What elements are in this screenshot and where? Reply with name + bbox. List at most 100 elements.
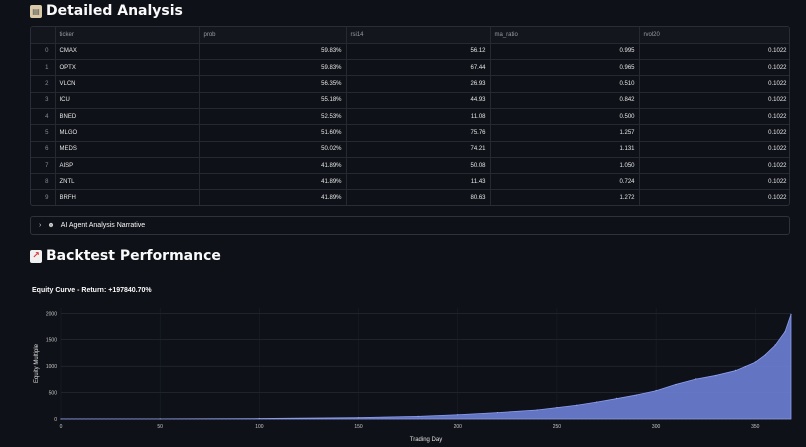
backtest-heading: ↗ Backtest Performance	[30, 248, 221, 264]
cell-ma-ratio: 1.257	[490, 124, 640, 142]
table-row[interactable]: 9 BRFH 41.89% 80.63 1.272 0.1022	[31, 189, 789, 205]
x-tick-label: 300	[652, 424, 661, 430]
table-row[interactable]: 6 MEDS 50.02% 74.21 1.131 0.1022	[31, 141, 789, 158]
equity-curve-chart[interactable]: 0 500 1000 1500 2000 0 50 100 150 200 250 300 350 Tra…	[0, 300, 806, 447]
cell-ma-ratio: 0.510	[490, 75, 640, 93]
chart-increasing-icon: ↗	[30, 249, 42, 263]
x-tick-label: 0	[60, 424, 63, 430]
cell-rsi14: 44.93	[346, 92, 491, 109]
data-point	[635, 394, 637, 396]
cell-ma-ratio: 0.842	[490, 92, 640, 109]
data-point	[615, 397, 618, 399]
data-point	[790, 313, 792, 315]
data-point	[357, 417, 360, 419]
cell-prob: 51.60%	[199, 124, 347, 142]
cell-rsi14: 80.63	[346, 189, 491, 205]
cell-prob: 50.02%	[199, 141, 347, 158]
table-row[interactable]: 2 VLCN 56.35% 26.93 0.510 0.1022	[31, 75, 789, 93]
cell-rsi14: 11.43	[346, 173, 491, 191]
cell-ticker: ICU	[55, 92, 200, 109]
data-point	[754, 361, 756, 363]
y-tick-label: 1000	[46, 364, 57, 370]
column-header-ma-ratio[interactable]: ma_ratio	[490, 27, 640, 44]
cell-prob: 52.53%	[199, 108, 347, 126]
cell-prob: 56.35%	[199, 75, 347, 93]
cell-ticker: VLCN	[55, 75, 200, 93]
column-header-index[interactable]	[31, 27, 56, 44]
table-row[interactable]: 7 AISP 41.89% 50.08 1.050 0.1022	[31, 157, 789, 175]
table-row[interactable]: 4 BNED 52.53% 11.08 0.500 0.1022	[31, 108, 789, 126]
cell-rvol20: 0.1022	[639, 157, 789, 175]
cell-ticker: CMAX	[55, 43, 200, 61]
cell-ticker: MLGO	[55, 124, 200, 142]
cell-ma-ratio: 1.131	[490, 141, 640, 158]
data-point	[417, 415, 419, 417]
cell-rsi14: 56.12	[346, 43, 491, 61]
x-tick-label: 50	[157, 424, 163, 430]
row-index: 9	[31, 189, 56, 205]
chevron-right-icon: ›	[39, 222, 42, 229]
data-point	[496, 412, 499, 414]
data-point	[536, 409, 538, 411]
cell-ma-ratio: 1.272	[490, 189, 640, 205]
y-axis-label: Equity Multiple	[34, 343, 40, 383]
column-header-rvol20[interactable]: rvol20	[639, 27, 789, 44]
cell-ma-ratio: 1.050	[490, 157, 640, 175]
cell-prob: 41.89%	[199, 173, 347, 191]
detailed-analysis-heading: ▤ Detailed Analysis	[30, 3, 183, 19]
row-index: 1	[31, 59, 56, 77]
table-row[interactable]: 0 CMAX 59.83% 56.12 0.995 0.1022	[31, 43, 789, 61]
data-point	[675, 384, 677, 386]
cell-ticker: BNED	[55, 108, 200, 126]
x-tick-label: 350	[751, 424, 760, 430]
cell-rvol20: 0.1022	[639, 43, 789, 61]
analysis-table[interactable]: ticker prob rsi14 ma_ratio rvol20 0 CMAX 59.83…	[30, 26, 790, 206]
y-tick-label: 0	[54, 417, 57, 423]
cell-rvol20: 0.1022	[639, 173, 789, 191]
data-point	[774, 344, 776, 346]
x-tick-label: 150	[354, 424, 363, 430]
column-header-ticker[interactable]: ticker	[55, 27, 200, 44]
chart-title: Equity Curve - Return: +197840.70%	[32, 287, 152, 294]
cell-rvol20: 0.1022	[639, 59, 789, 77]
data-point	[655, 389, 657, 392]
cell-rsi14: 75.76	[346, 124, 491, 142]
table-row[interactable]: 1 OPTX 59.83% 67.44 0.965 0.1022	[31, 59, 789, 77]
table-row[interactable]: 5 MLGO 51.60% 75.76 1.257 0.1022	[31, 124, 789, 142]
row-index: 4	[31, 108, 56, 126]
cell-prob: 41.89%	[199, 189, 347, 205]
cell-ticker: MEDS	[55, 141, 200, 158]
cell-ticker: BRFH	[55, 189, 200, 205]
cell-rvol20: 0.1022	[639, 124, 789, 142]
data-point	[784, 331, 786, 333]
cell-rsi14: 67.44	[346, 59, 491, 77]
x-axis-label: Trading Day	[410, 437, 442, 443]
cell-ma-ratio: 0.995	[490, 43, 640, 61]
column-header-rsi14[interactable]: rsi14	[346, 27, 491, 44]
row-index: 2	[31, 75, 56, 93]
backtest-title: Backtest Performance	[46, 248, 221, 264]
cell-rvol20: 0.1022	[639, 75, 789, 93]
row-index: 5	[31, 124, 56, 142]
cell-prob: 59.83%	[199, 59, 347, 77]
table-row[interactable]: 8 ZNTL 41.89% 11.43 0.724 0.1022	[31, 173, 789, 191]
row-index: 3	[31, 92, 56, 109]
cell-rsi14: 11.08	[346, 108, 491, 126]
data-point	[258, 417, 260, 420]
table-row[interactable]: 3 ICU 55.18% 44.93 0.842 0.1022	[31, 92, 789, 109]
cell-rvol20: 0.1022	[639, 141, 789, 158]
cell-prob: 59.83%	[199, 43, 347, 61]
cell-rvol20: 0.1022	[639, 108, 789, 126]
ai-narrative-expander[interactable]: › ☻ AI Agent Analysis Narrative	[30, 216, 790, 235]
data-point	[764, 354, 766, 356]
column-header-prob[interactable]: prob	[199, 27, 347, 44]
x-tick-label: 200	[454, 424, 463, 430]
robot-icon: ☻	[47, 222, 55, 229]
data-point	[159, 418, 161, 420]
cell-rsi14: 26.93	[346, 75, 491, 93]
y-tick-label: 1500	[46, 338, 57, 344]
data-point	[457, 414, 459, 416]
row-index: 0	[31, 43, 56, 61]
expander-label: AI Agent Analysis Narrative	[60, 222, 146, 229]
cell-prob: 55.18%	[199, 92, 347, 109]
